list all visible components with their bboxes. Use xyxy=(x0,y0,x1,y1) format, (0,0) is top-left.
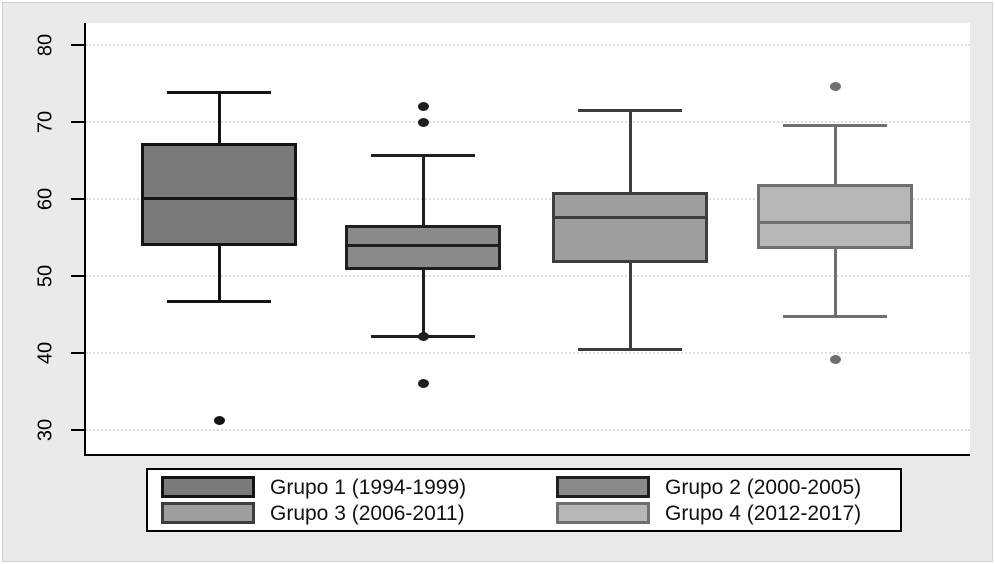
y-axis-tick-label: 70 xyxy=(34,110,57,134)
plot-area: 30 40 50 60 70 80 xyxy=(35,23,970,456)
box-plot-grupo-2-upper-cap xyxy=(371,154,475,158)
y-axis-tick xyxy=(71,351,84,354)
y-axis-tick-label: 80 xyxy=(34,33,57,57)
box-plot-grupo-2-upper-whisker xyxy=(421,155,425,226)
box-plot-grupo-1-median-line xyxy=(141,196,297,200)
box-plot-grupo-3-upper-whisker xyxy=(628,110,632,193)
box-plot-grupo-1-iqr-box xyxy=(141,142,297,246)
box-plot-grupo-1-lower-whisker xyxy=(217,245,221,302)
legend-item-grupo-2: Grupo 2 (2000-2005) xyxy=(556,476,900,498)
legend-label-grupo-4: Grupo 4 (2012-2017) xyxy=(665,501,862,525)
box-plot-grupo-2-outlier-point xyxy=(417,379,429,389)
legend-swatch-grupo-1 xyxy=(161,476,255,498)
legend-label-grupo-2: Grupo 2 (2000-2005) xyxy=(665,475,862,499)
box-plot-grupo-3-lower-cap xyxy=(578,347,682,351)
legend-swatch-grupo-2 xyxy=(556,476,650,498)
box-plot-grupo-1-upper-whisker xyxy=(217,92,221,143)
box-plot-grupo-2-outlier-point xyxy=(417,332,429,342)
y-axis-tick-label: 50 xyxy=(34,264,57,288)
legend-swatch-grupo-4 xyxy=(556,502,650,524)
legend-label-grupo-3: Grupo 3 (2006-2011) xyxy=(270,501,465,525)
box-plot-grupo-4-median-line xyxy=(757,220,913,224)
y-axis-tick-label: 30 xyxy=(34,418,57,442)
legend: Grupo 1 (1994-1999) Grupo 2 (2000-2005) Gr… xyxy=(146,468,902,532)
box-plot-grupo-2-outlier-point xyxy=(417,118,429,128)
box-plot-grupo-4-upper-cap xyxy=(783,124,887,128)
box-plot-grupo-2-iqr-box xyxy=(345,225,501,270)
gridline xyxy=(86,121,970,123)
box-plot-grupo-2-lower-whisker xyxy=(421,269,425,337)
y-axis-tick xyxy=(71,44,84,47)
box-plot-grupo-3-median-line xyxy=(552,215,708,219)
box-plot-grupo-4-upper-whisker xyxy=(833,125,837,184)
y-axis-tick-label: 40 xyxy=(34,341,57,365)
gridline xyxy=(86,351,970,354)
y-axis-tick xyxy=(71,428,84,431)
box-plot-grupo-1-upper-cap xyxy=(167,91,271,95)
box-plot-grupo-4-iqr-box xyxy=(757,183,913,250)
y-axis-tick xyxy=(71,274,84,277)
box-plot-grupo-1-lower-cap xyxy=(167,299,271,303)
gridline xyxy=(86,274,970,277)
box-plot-grupo-4-outlier-point xyxy=(829,82,841,92)
box-plot-grupo-4-outlier-point xyxy=(829,354,841,364)
box-plot-grupo-1-outlier-point xyxy=(213,416,225,426)
gridline xyxy=(86,198,970,200)
legend-swatch-grupo-3 xyxy=(161,502,255,524)
box-plot-grupo-2-median-line xyxy=(345,243,501,247)
y-axis-tick xyxy=(71,121,84,123)
box-plot-grupo-4-lower-whisker xyxy=(833,249,837,317)
box-plot-grupo-2-outlier-point xyxy=(417,102,429,112)
gridline xyxy=(86,44,970,47)
gridline xyxy=(86,428,970,431)
y-axis-tick-label: 60 xyxy=(34,187,57,211)
y-axis-tick xyxy=(71,198,84,200)
legend-item-grupo-1: Grupo 1 (1994-1999) xyxy=(161,476,556,498)
box-plot-grupo-4-lower-cap xyxy=(783,315,887,319)
box-plot-grupo-3-lower-whisker xyxy=(628,262,632,350)
box-plot-grupo-3-iqr-box xyxy=(552,192,708,263)
legend-item-grupo-3: Grupo 3 (2006-2011) xyxy=(161,502,556,524)
legend-label-grupo-1: Grupo 1 (1994-1999) xyxy=(270,475,467,499)
box-plot-grupo-3-upper-cap xyxy=(578,108,682,112)
legend-item-grupo-4: Grupo 4 (2012-2017) xyxy=(556,502,900,524)
